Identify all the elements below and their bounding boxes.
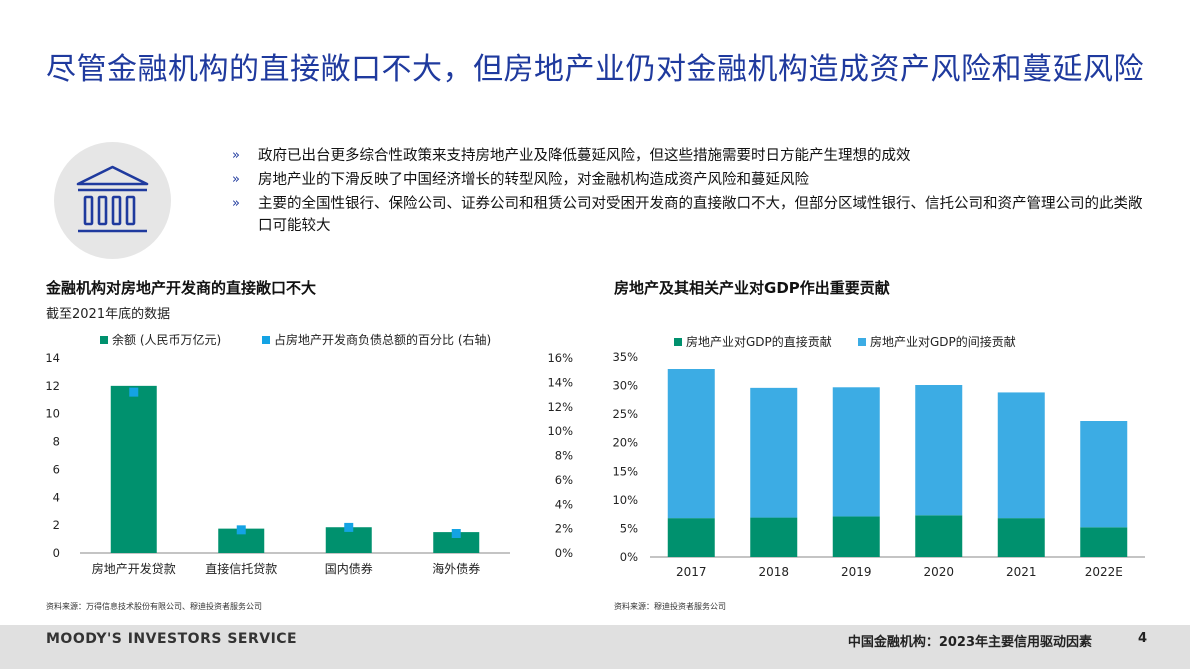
- y-tick-label: 35%: [612, 350, 638, 364]
- bar-indirect: [667, 369, 715, 519]
- right-chart-title: 房地产及其相关产业对GDP作出重要贡献: [614, 279, 890, 297]
- y-right-tick-label: 4%: [555, 497, 573, 511]
- x-tick-label: 国内债券: [325, 561, 373, 576]
- x-tick-label: 直接信托贷款: [205, 561, 277, 576]
- x-tick-label: 海外债券: [432, 561, 480, 576]
- x-tick-label: 2018: [758, 565, 789, 579]
- left-chart-title: 金融机构对房地产开发商的直接敞口不大: [46, 279, 317, 297]
- legend-swatch-green: [674, 337, 682, 346]
- right-chart-source: 资料来源：穆迪投资者服务公司: [614, 602, 726, 611]
- y-right-tick-label: 6%: [555, 473, 573, 487]
- y-tick-label: 20%: [612, 436, 638, 450]
- y-left-tick-label: 14: [45, 351, 60, 365]
- bullet-marker: »: [232, 148, 240, 163]
- bar-indirect: [1080, 421, 1128, 528]
- legend-swatch-light-blue: [858, 337, 866, 346]
- bar-indirect: [915, 385, 963, 516]
- bullet-marker: »: [232, 172, 240, 187]
- y-left-tick-label: 12: [45, 379, 60, 393]
- left-chart-source: 资料来源：万得信息技术股份有限公司、穆迪投资者服务公司: [46, 602, 262, 611]
- y-left-tick-label: 4: [53, 490, 60, 504]
- percent-marker: [344, 522, 354, 532]
- y-right-tick-label: 12%: [547, 400, 573, 414]
- legend-label: 余额 (人民币万亿元): [112, 333, 222, 347]
- y-tick-label: 0%: [620, 550, 638, 564]
- footer-brand: MOODY'S INVESTORS SERVICE: [46, 631, 298, 647]
- page-number: 4: [1137, 631, 1147, 646]
- bar: [433, 532, 480, 553]
- bullet-item: » 房地产业的下滑反映了中国经济增长的转型风险，对金融机构造成资产风险和蔓延风险: [232, 169, 1152, 191]
- bullet-text: 主要的全国性银行、保险公司、证券公司和租赁公司对受困开发商的直接敞口不大，但部分…: [258, 196, 1143, 234]
- x-tick-label: 2017: [676, 565, 707, 579]
- y-left-tick-label: 10: [45, 407, 60, 421]
- bullet-text: 房地产业的下滑反映了中国经济增长的转型风险，对金融机构造成资产风险和蔓延风险: [258, 172, 809, 188]
- bar-indirect: [832, 387, 880, 517]
- bar-direct: [832, 516, 880, 557]
- footer-bar: MOODY'S INVESTORS SERVICE 中国金融机构：2023年主要…: [0, 625, 1190, 669]
- y-left-tick-label: 8: [53, 435, 60, 449]
- right-stacked-bar-chart: 0% 5% 10% 15% 20% 25% 30% 35% 2017 2018 2019 2020 20…: [612, 350, 1145, 579]
- icon-circle: [54, 142, 171, 259]
- percent-marker: [236, 525, 246, 535]
- bar-indirect: [750, 387, 798, 518]
- page-title: 尽管金融机构的直接敞口不大，但房地产业仍对金融机构造成资产风险和蔓延风险: [46, 52, 1144, 87]
- y-left-tick-label: 6: [53, 462, 60, 476]
- legend-label: 房地产业对GDP的间接贡献: [870, 335, 1016, 349]
- left-bar-chart: 0 2 4 6 8 10 12 14 0% 2% 4% 6% 8% 10% 12% 14% 16% 房地产开发贷款…: [45, 351, 573, 576]
- x-tick-label: 房地产开发贷款: [92, 561, 176, 576]
- legend-swatch-blue: [262, 335, 270, 344]
- footer-doc-title: 中国金融机构：2023年主要信用驱动因素: [847, 635, 1092, 650]
- x-tick-label: 2022E: [1085, 565, 1123, 579]
- bar-direct: [915, 515, 963, 557]
- y-right-tick-label: 14%: [547, 375, 573, 389]
- left-legend-item-percent: 占房地产开发商负债总额的百分比 (右轴): [262, 331, 491, 348]
- y-left-tick-label: 0: [53, 546, 60, 560]
- y-tick-label: 30%: [612, 379, 638, 393]
- bullet-text: 政府已出台更多综合性政策来支持房地产业及降低蔓延风险，但这些措施需要时日方能产生…: [258, 148, 911, 164]
- right-legend-item-indirect: 房地产业对GDP的间接贡献: [858, 333, 1016, 350]
- legend-swatch-green: [100, 335, 108, 344]
- left-chart-subtitle: 截至2021年底的数据: [46, 307, 171, 322]
- bar: [110, 385, 157, 553]
- x-tick-label: 2021: [1006, 565, 1037, 579]
- bullet-marker: »: [232, 196, 240, 211]
- bar-direct: [667, 518, 715, 557]
- y-tick-label: 10%: [612, 493, 638, 507]
- y-tick-label: 25%: [612, 407, 638, 421]
- y-right-tick-label: 16%: [547, 351, 573, 365]
- legend-label: 占房地产开发商负债总额的百分比 (右轴): [274, 333, 492, 347]
- percent-marker: [129, 387, 139, 397]
- x-tick-label: 2019: [841, 565, 872, 579]
- percent-marker: [451, 529, 461, 538]
- bank-building-icon: [76, 165, 149, 233]
- bar-direct: [997, 518, 1045, 557]
- bullet-item: » 政府已出台更多综合性政策来支持房地产业及降低蔓延风险，但这些措施需要时日方能…: [232, 145, 1152, 167]
- y-right-tick-label: 10%: [547, 424, 573, 438]
- right-legend-item-direct: 房地产业对GDP的直接贡献: [674, 333, 832, 350]
- y-left-tick-label: 2: [53, 518, 60, 532]
- bullet-item: » 主要的全国性银行、保险公司、证券公司和租赁公司对受困开发商的直接敞口不大，但…: [232, 193, 1152, 237]
- y-right-tick-label: 8%: [555, 449, 573, 463]
- bar-direct: [750, 517, 798, 557]
- legend-label: 房地产业对GDP的直接贡献: [686, 335, 832, 349]
- bar-indirect: [997, 392, 1045, 519]
- bullet-list: » 政府已出台更多综合性政策来支持房地产业及降低蔓延风险，但这些措施需要时日方能…: [232, 145, 1152, 239]
- y-tick-label: 15%: [612, 464, 638, 478]
- y-right-tick-label: 2%: [555, 522, 573, 536]
- x-tick-label: 2020: [923, 565, 954, 579]
- bar-direct: [1080, 527, 1128, 557]
- left-legend-item-balance: 余额 (人民币万亿元): [100, 331, 221, 348]
- y-tick-label: 5%: [620, 521, 638, 535]
- y-right-tick-label: 0%: [555, 546, 573, 560]
